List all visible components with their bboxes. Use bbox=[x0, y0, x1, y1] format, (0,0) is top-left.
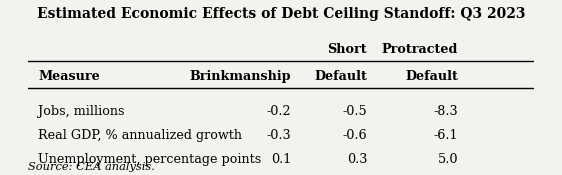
Text: -6.1: -6.1 bbox=[434, 129, 458, 142]
Text: -0.5: -0.5 bbox=[342, 105, 367, 118]
Text: -0.2: -0.2 bbox=[266, 105, 291, 118]
Text: Unemployment, percentage points: Unemployment, percentage points bbox=[38, 153, 261, 166]
Text: Default: Default bbox=[314, 70, 367, 83]
Text: Brinkmanship: Brinkmanship bbox=[189, 70, 291, 83]
Text: Estimated Economic Effects of Debt Ceiling Standoff: Q3 2023: Estimated Economic Effects of Debt Ceili… bbox=[37, 6, 525, 20]
Text: Measure: Measure bbox=[38, 70, 99, 83]
Text: -8.3: -8.3 bbox=[433, 105, 458, 118]
Text: 5.0: 5.0 bbox=[438, 153, 458, 166]
Text: Short: Short bbox=[328, 43, 367, 56]
Text: 0.3: 0.3 bbox=[347, 153, 367, 166]
Text: Protracted: Protracted bbox=[382, 43, 458, 56]
Text: Jobs, millions: Jobs, millions bbox=[38, 105, 125, 118]
Text: Real GDP, % annualized growth: Real GDP, % annualized growth bbox=[38, 129, 242, 142]
Text: 0.1: 0.1 bbox=[271, 153, 291, 166]
Text: Source: CEA analysis.: Source: CEA analysis. bbox=[28, 162, 155, 172]
Text: -0.3: -0.3 bbox=[266, 129, 291, 142]
Text: Default: Default bbox=[405, 70, 458, 83]
Text: -0.6: -0.6 bbox=[342, 129, 367, 142]
